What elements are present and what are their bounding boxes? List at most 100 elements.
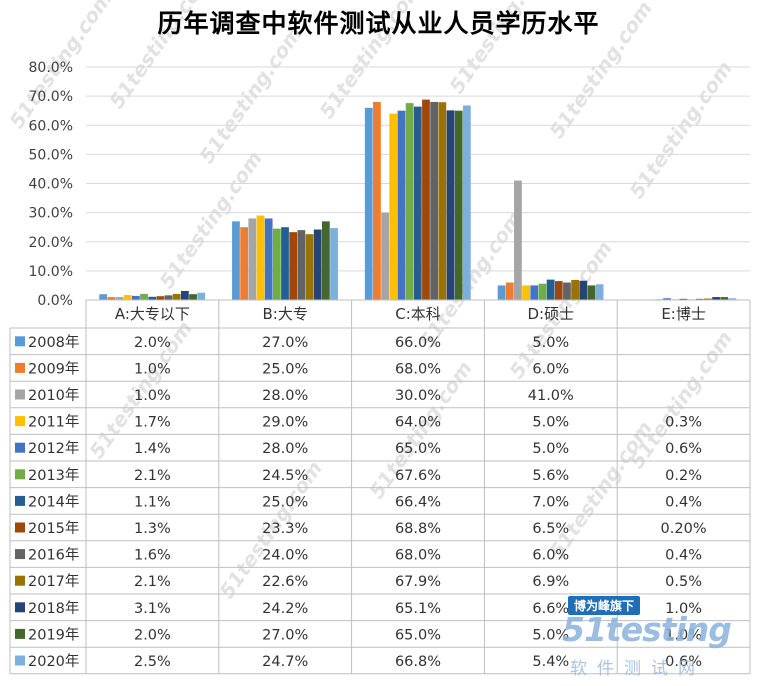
data-label: 1.1% bbox=[134, 494, 171, 510]
y-tick-label: 50.0% bbox=[29, 147, 73, 163]
y-tick-label: 20.0% bbox=[29, 235, 73, 251]
data-label: 65.0% bbox=[395, 441, 441, 457]
data-label: 67.9% bbox=[395, 574, 441, 590]
y-tick-label: 80.0% bbox=[29, 60, 73, 76]
data-label: 1.0% bbox=[134, 361, 171, 377]
bar bbox=[538, 283, 547, 300]
legend-label: 2017年 bbox=[28, 573, 79, 590]
legend-label: 2014年 bbox=[28, 493, 79, 510]
data-label: 1.0% bbox=[665, 601, 702, 617]
bar bbox=[232, 221, 240, 300]
bar bbox=[446, 110, 455, 301]
data-label: 1.4% bbox=[134, 441, 171, 457]
data-label: 0.2% bbox=[665, 468, 702, 484]
bar bbox=[248, 218, 257, 300]
bar bbox=[321, 221, 330, 300]
bar bbox=[364, 107, 373, 301]
data-label: 64.0% bbox=[395, 415, 441, 431]
category-label: E:博士 bbox=[661, 305, 706, 323]
bar bbox=[313, 229, 322, 300]
category-label: C:本科 bbox=[395, 305, 441, 323]
y-tick-label: 30.0% bbox=[29, 206, 73, 222]
data-label: 5.4% bbox=[532, 654, 569, 670]
bar bbox=[256, 215, 265, 300]
bar bbox=[728, 298, 737, 300]
data-label: 0.6% bbox=[665, 654, 702, 670]
bar bbox=[281, 227, 289, 300]
legend-label: 2010年 bbox=[28, 387, 79, 404]
data-label: 6.5% bbox=[532, 521, 569, 537]
bar bbox=[514, 180, 522, 300]
bar bbox=[389, 113, 398, 300]
legend-label: 2019年 bbox=[28, 626, 79, 643]
category-label: D:硕士 bbox=[527, 305, 574, 323]
data-label: 24.0% bbox=[262, 548, 308, 564]
logo-main: 51testing bbox=[562, 610, 732, 649]
y-axis: 0.0% 10.0% 20.0% 30.0% 40.0% 50.0% 60.0% 70.0% 8… bbox=[29, 60, 73, 309]
legend-swatch bbox=[15, 522, 25, 533]
data-label: 1.3% bbox=[134, 521, 171, 537]
legend-swatch bbox=[15, 389, 25, 400]
data-label: 41.0% bbox=[528, 388, 574, 404]
data-label: 5.0% bbox=[532, 335, 569, 351]
data-label: 5.0% bbox=[532, 415, 569, 431]
legend-label: 2011年 bbox=[28, 414, 79, 431]
data-label: 6.0% bbox=[532, 548, 569, 564]
logo-badge: 博为峰旗下 bbox=[568, 596, 641, 615]
data-label: 65.1% bbox=[395, 601, 441, 617]
data-label: 2.5% bbox=[134, 654, 171, 670]
bar bbox=[297, 230, 306, 300]
data-label: 66.8% bbox=[395, 654, 441, 670]
data-label: 24.7% bbox=[262, 654, 308, 670]
bar bbox=[413, 106, 422, 300]
bar bbox=[422, 99, 430, 301]
legend-swatch bbox=[15, 495, 25, 506]
legend-swatch bbox=[15, 549, 25, 560]
bar bbox=[505, 282, 514, 300]
legend-swatch bbox=[15, 655, 25, 666]
legend-swatch bbox=[15, 469, 25, 480]
bar bbox=[704, 298, 712, 300]
watermark-logo: 博为峰旗下 51testing 软件测试网 bbox=[562, 596, 750, 682]
data-label: 66.0% bbox=[395, 335, 441, 351]
data-label: 27.0% bbox=[262, 627, 308, 643]
bar bbox=[430, 101, 439, 300]
legend-label: 2013年 bbox=[28, 467, 79, 484]
bar bbox=[571, 279, 580, 300]
data-label: 24.5% bbox=[262, 468, 308, 484]
data-label: 67.6% bbox=[395, 468, 441, 484]
bar bbox=[305, 234, 314, 300]
data-label: 2.0% bbox=[134, 335, 171, 351]
data-label: 1.0% bbox=[134, 388, 171, 404]
bar bbox=[373, 101, 381, 300]
data-label: 25.0% bbox=[262, 494, 308, 510]
bar bbox=[197, 292, 206, 300]
data-label: 0.5% bbox=[665, 574, 702, 590]
bar bbox=[720, 297, 729, 300]
legend-swatch bbox=[15, 628, 25, 639]
bar bbox=[397, 110, 406, 300]
bar bbox=[595, 284, 604, 300]
legend-swatch bbox=[15, 602, 25, 613]
bar bbox=[264, 218, 273, 300]
data-label: 3.1% bbox=[134, 601, 171, 617]
bar-group bbox=[99, 99, 737, 301]
data-label: 6.6% bbox=[532, 601, 569, 617]
y-tick-label: 60.0% bbox=[29, 118, 73, 134]
bar bbox=[695, 298, 704, 300]
category-label: A:大专以下 bbox=[115, 305, 190, 323]
data-label: 5.0% bbox=[532, 441, 569, 457]
data-label: 1.0% bbox=[665, 627, 702, 643]
bar bbox=[289, 232, 298, 300]
bar bbox=[189, 294, 197, 300]
bar bbox=[405, 103, 414, 301]
bar bbox=[679, 298, 688, 300]
bar bbox=[454, 110, 463, 300]
bar bbox=[587, 285, 596, 300]
legend-swatch bbox=[15, 416, 25, 427]
data-label: 0.4% bbox=[665, 548, 702, 564]
bar bbox=[172, 293, 181, 300]
bar bbox=[462, 105, 471, 300]
